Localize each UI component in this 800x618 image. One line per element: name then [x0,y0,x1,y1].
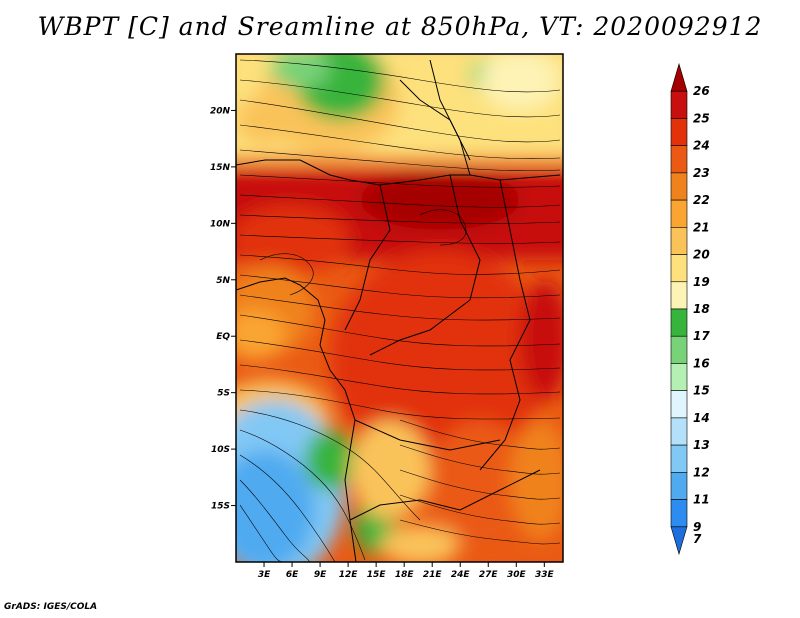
colorbar-label: 14 [693,411,710,425]
lat-tick-label: EQ [216,332,230,342]
colorbar-label: 26 [693,84,710,98]
colorbar-swatch [670,390,688,419]
colorbar-swatch [670,172,688,201]
colorbar-top-arrow [670,62,688,92]
colorbar-swatch [670,90,688,119]
lon-tick-label: 21E [423,570,443,580]
colorbar-label: 21 [693,220,710,234]
lat-tick-label: 5S [217,389,230,399]
colorbar-label: 24 [693,139,710,153]
map-title: WBPT [C] and Sreamline at 850hPa, VT: 20… [37,12,763,41]
colorbar-swatch [670,254,688,283]
colorbar-label: 22 [693,193,710,207]
colorbar-bottom-arrow [670,526,688,556]
colorbar-swatch [670,199,688,228]
lat-tick-label: 20N [210,106,231,116]
latitude-axis: 20N 15N 10N 5N EQ 5S 10S 15S [210,106,236,512]
lat-tick-label: 15S [211,502,230,512]
lon-tick-label: 30E [507,570,527,580]
map-frame-border [235,53,564,563]
colorbar-swatch [670,499,688,528]
colorbar-swatch [670,444,688,473]
lat-tick-label: 10S [211,445,230,455]
colorbar-label: 23 [693,166,710,180]
colorbar: 26 25 24 23 22 21 20 19 18 17 16 15 14 13 12 11 97 [670,62,710,556]
colorbar-swatch [670,363,688,391]
colorbar-label: 13 [693,438,710,452]
colorbar-swatch [670,308,688,337]
lon-tick-label: 24E [451,570,471,580]
lon-tick-label: 3E [258,570,271,580]
colorbar-label: 15 [693,384,710,398]
wbpt-field [236,54,563,562]
colorbar-label: 20 [693,248,710,262]
colorbar-label: 7 [693,532,702,546]
lat-tick-label: 15N [210,163,231,173]
lon-tick-label: 15E [367,570,387,580]
colorbar-swatch [670,145,688,174]
colorbar-label: 17 [693,329,710,343]
lat-tick-label: 10N [210,219,231,229]
lon-tick-label: 33E [535,570,555,580]
colorbar-label: 11 [693,493,710,507]
longitude-axis: 3E 6E 9E 12E 15E 18E 21E 24E 27E 30E 33E [258,562,555,580]
colorbar-label: 18 [693,302,710,316]
colorbar-swatch [670,417,688,446]
colorbar-swatch [670,335,688,364]
lon-tick-label: 27E [479,570,499,580]
colorbar-swatch [670,227,688,255]
lon-tick-label: 6E [286,570,299,580]
grads-credit: GrADS: IGES/COLA [4,602,98,612]
lon-tick-label: 9E [314,570,327,580]
lat-tick-label: 5N [216,276,230,286]
colorbar-swatch [670,118,688,146]
colorbar-swatch [670,281,688,310]
colorbar-swatch [670,472,688,500]
lon-tick-label: 18E [395,570,415,580]
colorbar-label: 16 [693,356,710,370]
lon-tick-label: 12E [339,570,359,580]
colorbar-label: 25 [693,111,710,125]
colorbar-label: 12 [693,465,710,479]
colorbar-label: 9 [693,520,701,534]
colorbar-label: 19 [693,275,710,289]
